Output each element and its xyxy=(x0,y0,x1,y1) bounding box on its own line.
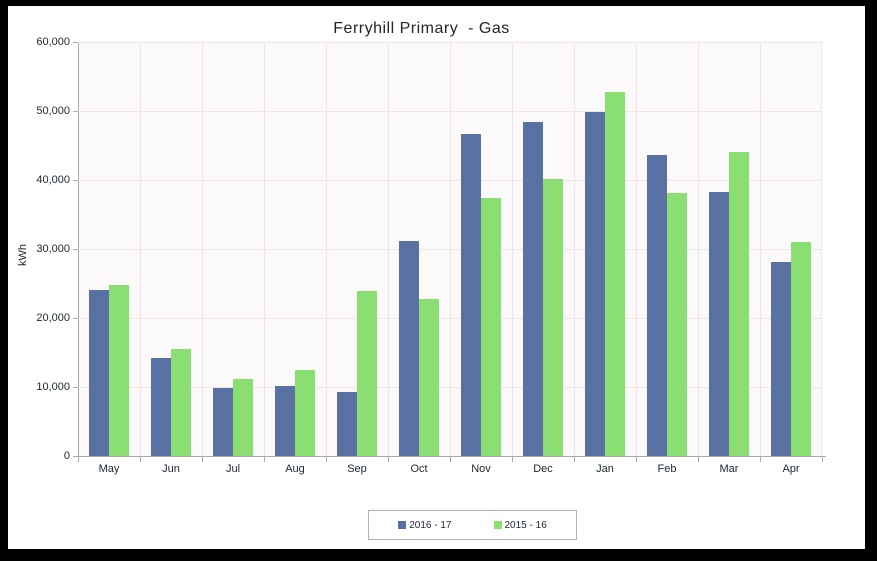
y-axis-title: kWh xyxy=(17,244,29,266)
x-axis-label: Aug xyxy=(285,463,305,475)
bar-2016-17-Apr xyxy=(771,262,791,456)
legend-item-2015-16: 2015 - 16 xyxy=(493,519,547,531)
y-axis-label: 30,000 xyxy=(36,243,70,255)
bar-2015-16-May xyxy=(109,285,129,456)
bar-2016-17-Sep xyxy=(337,392,357,456)
chart-title: Ferryhill Primary - Gas xyxy=(333,20,510,37)
bar-2016-17-Aug xyxy=(275,386,295,456)
y-axis-label: 60,000 xyxy=(36,36,70,48)
y-axis-tick xyxy=(73,387,78,388)
bar-2015-16-Nov xyxy=(481,198,501,456)
bar-2016-17-Dec xyxy=(523,122,543,456)
x-axis-tick xyxy=(636,457,637,462)
y-axis-tick xyxy=(73,318,78,319)
y-axis-tick xyxy=(73,456,78,457)
x-axis-label: Apr xyxy=(782,463,800,475)
bar-2015-16-Feb xyxy=(667,193,687,456)
x-axis-label: Jan xyxy=(596,463,614,475)
horizontal-gridline xyxy=(78,111,822,112)
x-axis-label: Sep xyxy=(347,463,367,475)
y-axis-tick xyxy=(73,180,78,181)
bar-2016-17-May xyxy=(89,290,109,456)
x-axis-tick xyxy=(326,457,327,462)
bar-2015-16-Aug xyxy=(295,370,315,456)
bar-2016-17-Jul xyxy=(213,388,233,456)
x-axis-label: Jun xyxy=(162,463,180,475)
bar-2015-16-Apr xyxy=(791,242,811,456)
legend-label-2015-16: 2015 - 16 xyxy=(504,519,547,531)
x-axis-line xyxy=(74,456,826,457)
bar-2015-16-Oct xyxy=(419,299,439,456)
x-axis-tick xyxy=(512,457,513,462)
x-axis-label: May xyxy=(98,463,120,475)
horizontal-gridline xyxy=(78,387,822,388)
x-axis-tick xyxy=(78,457,79,462)
legend-label-2016-17: 2016 - 17 xyxy=(409,519,452,531)
y-axis-label: 10,000 xyxy=(36,381,70,393)
legend-swatch-2016-17 xyxy=(398,521,407,529)
chart-canvas: Ferryhill Primary - Gas kWh 2016 - 17 20… xyxy=(8,6,865,549)
bar-2016-17-Nov xyxy=(461,134,481,456)
bar-2015-16-Jun xyxy=(171,349,191,456)
x-axis-tick xyxy=(202,457,203,462)
legend-swatch-2015-16 xyxy=(493,521,502,529)
bar-2015-16-Jul xyxy=(233,379,253,456)
horizontal-gridline xyxy=(78,180,822,181)
y-axis-label: 50,000 xyxy=(36,105,70,117)
bar-2016-17-Feb xyxy=(647,155,667,456)
horizontal-gridline xyxy=(78,318,822,319)
bar-2015-16-Jan xyxy=(605,92,625,456)
legend: 2016 - 17 2015 - 16 xyxy=(368,510,577,540)
x-axis-label: Mar xyxy=(719,463,739,475)
y-axis-tick xyxy=(73,249,78,250)
x-axis-tick xyxy=(450,457,451,462)
x-axis-tick xyxy=(574,457,575,462)
bar-2016-17-Jan xyxy=(585,112,605,456)
horizontal-gridline xyxy=(78,42,822,43)
x-axis-label: Jul xyxy=(225,463,241,475)
x-axis-tick xyxy=(140,457,141,462)
x-axis-label: Feb xyxy=(657,463,677,475)
x-axis-label: Oct xyxy=(410,463,428,475)
y-axis-label: 20,000 xyxy=(36,312,70,324)
x-axis-tick xyxy=(264,457,265,462)
x-axis-label: Dec xyxy=(533,463,553,475)
bar-2016-17-Jun xyxy=(151,358,171,456)
legend-item-2016-17: 2016 - 17 xyxy=(398,519,452,531)
x-axis-label: Nov xyxy=(471,463,491,475)
bar-2015-16-Sep xyxy=(357,291,377,456)
x-axis-tick xyxy=(822,457,823,462)
plot-area xyxy=(78,42,822,456)
y-axis-label: 40,000 xyxy=(36,174,70,186)
bar-2015-16-Dec xyxy=(543,179,563,456)
x-axis-tick xyxy=(760,457,761,462)
y-axis-tick xyxy=(73,42,78,43)
bar-2016-17-Mar xyxy=(709,192,729,456)
x-axis-tick xyxy=(698,457,699,462)
bar-2015-16-Mar xyxy=(729,152,749,456)
x-axis-tick xyxy=(388,457,389,462)
y-axis-tick xyxy=(73,111,78,112)
horizontal-gridline xyxy=(78,249,822,250)
y-axis-label: 0 xyxy=(63,450,70,462)
bar-2016-17-Oct xyxy=(399,241,419,456)
